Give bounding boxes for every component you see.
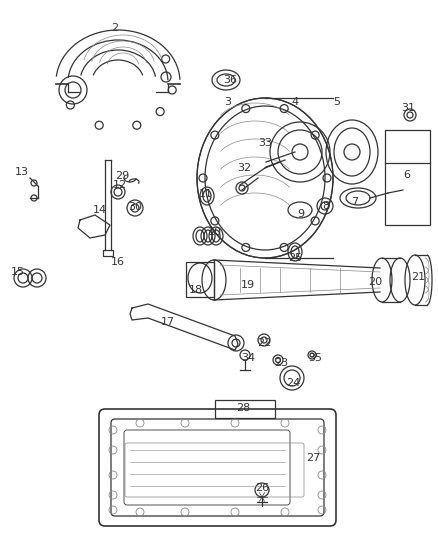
- Text: 36: 36: [223, 75, 237, 85]
- Text: 5: 5: [333, 97, 340, 107]
- Text: 12: 12: [113, 180, 127, 190]
- Text: 7: 7: [351, 197, 359, 207]
- Text: 29: 29: [115, 171, 129, 181]
- Text: 20: 20: [368, 277, 382, 287]
- Text: 19: 19: [241, 280, 255, 290]
- Text: 11: 11: [199, 189, 213, 199]
- Text: 2: 2: [111, 23, 119, 33]
- Text: 3: 3: [225, 97, 232, 107]
- Text: 33: 33: [258, 138, 272, 148]
- Bar: [385, 130, 430, 225]
- Text: 9: 9: [297, 209, 304, 219]
- Text: 34: 34: [241, 353, 255, 363]
- Text: 13: 13: [15, 167, 29, 177]
- Text: 26: 26: [255, 483, 269, 493]
- Text: 16: 16: [111, 257, 125, 267]
- Bar: [186, 262, 214, 297]
- Text: 28: 28: [236, 403, 250, 413]
- Text: 21: 21: [411, 272, 425, 282]
- Text: 8: 8: [322, 201, 329, 211]
- Text: 23: 23: [274, 358, 288, 368]
- Text: 14: 14: [93, 205, 107, 215]
- Text: 32: 32: [237, 163, 251, 173]
- Bar: [215, 400, 275, 418]
- Text: 27: 27: [306, 453, 320, 463]
- Text: 25: 25: [288, 253, 302, 263]
- Bar: [103, 250, 113, 256]
- Text: 10: 10: [208, 227, 222, 237]
- Text: 4: 4: [291, 97, 299, 107]
- Text: 6: 6: [403, 170, 410, 180]
- Text: 31: 31: [401, 103, 415, 113]
- Text: 35: 35: [308, 353, 322, 363]
- Text: 22: 22: [257, 338, 271, 348]
- Text: 17: 17: [161, 317, 175, 327]
- Text: 15: 15: [11, 267, 25, 277]
- Text: 24: 24: [286, 378, 300, 388]
- Text: 18: 18: [189, 285, 203, 295]
- Text: 30: 30: [128, 202, 142, 212]
